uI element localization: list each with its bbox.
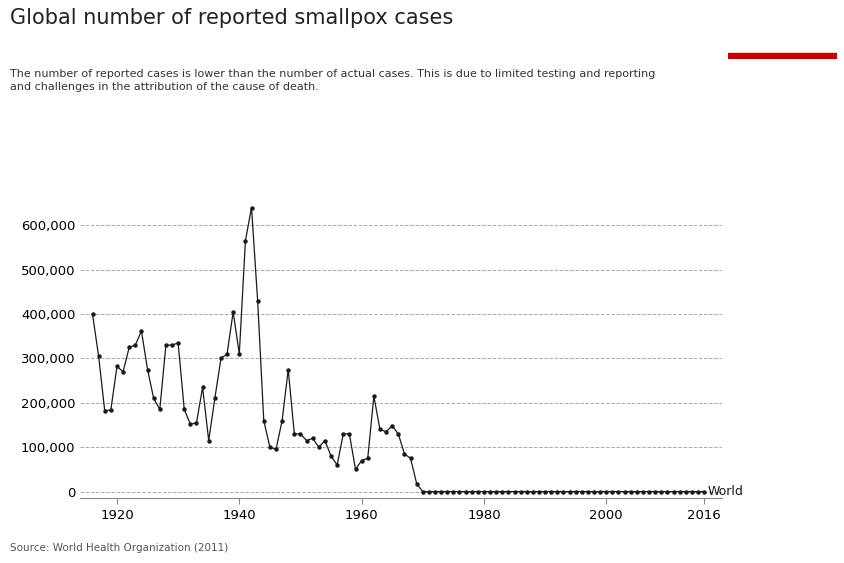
- Text: The number of reported cases is lower than the number of actual cases. This is d: The number of reported cases is lower th…: [10, 69, 655, 92]
- Text: World: World: [706, 485, 742, 498]
- Bar: [728, 53, 836, 59]
- Text: in Data: in Data: [762, 34, 801, 44]
- Text: Our World: Our World: [754, 19, 809, 29]
- Text: Global number of reported smallpox cases: Global number of reported smallpox cases: [10, 8, 453, 29]
- Text: Source: World Health Organization (2011): Source: World Health Organization (2011): [10, 543, 228, 553]
